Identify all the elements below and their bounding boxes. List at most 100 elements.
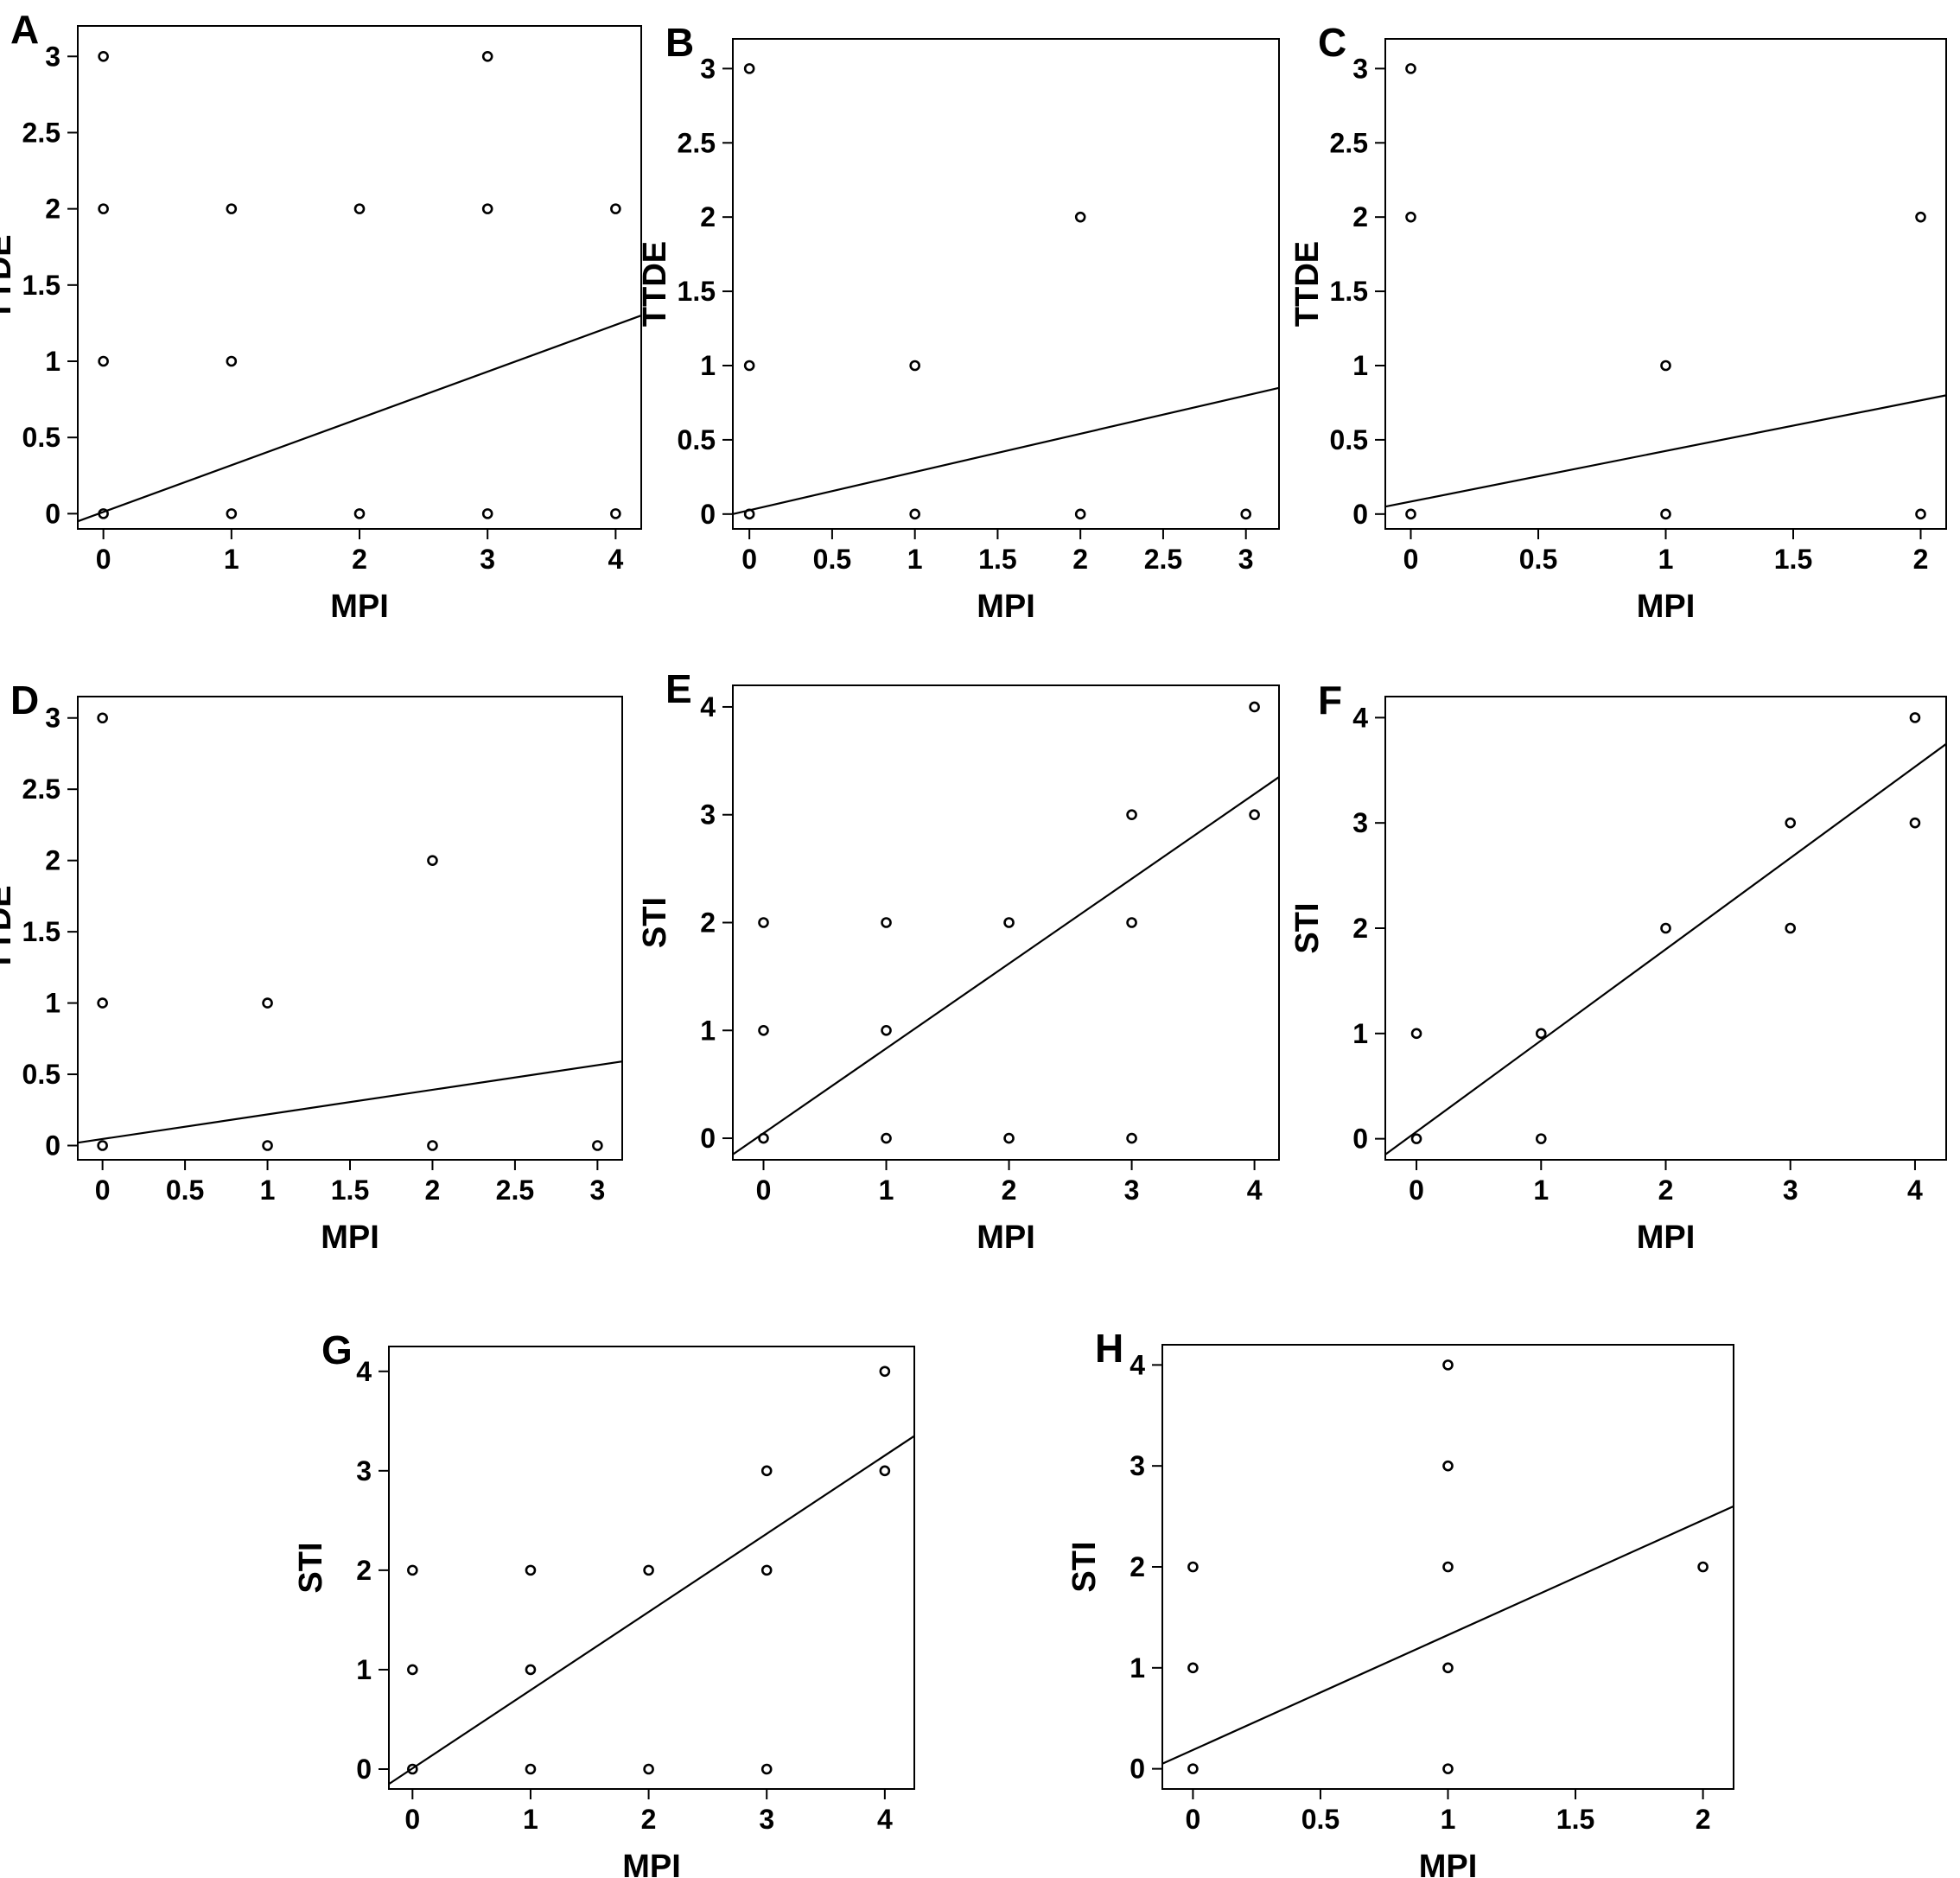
x-tick-label: 0: [95, 1175, 111, 1206]
data-point: [1535, 1028, 1547, 1040]
y-tick-label: 0: [1352, 499, 1368, 530]
data-point: [226, 508, 238, 519]
y-tick-label: 1: [700, 1015, 716, 1046]
data-point: [1410, 1133, 1422, 1144]
data-point: [1126, 917, 1137, 928]
y-axis-label: TTDE: [1289, 241, 1326, 327]
x-tick-label: 0: [741, 544, 757, 575]
x-tick-label: 2: [352, 544, 367, 575]
panel-letter: A: [10, 7, 39, 52]
y-tick-label: 1: [1130, 1652, 1145, 1684]
data-point: [1187, 1561, 1199, 1573]
x-tick-label: 1.5: [331, 1175, 369, 1206]
data-point: [1074, 508, 1086, 520]
y-tick-label: 0: [356, 1754, 372, 1785]
data-point: [1405, 63, 1416, 74]
x-tick-label: 1: [1658, 544, 1674, 575]
data-point: [525, 1564, 537, 1576]
y-tick-label: 1: [45, 346, 60, 377]
data-point: [353, 203, 366, 214]
panel-letter: H: [1095, 1326, 1123, 1371]
y-tick-label: 4: [700, 691, 716, 723]
data-point: [881, 917, 892, 928]
x-tick-label: 1: [260, 1175, 276, 1206]
x-tick-label: 1.5: [1774, 544, 1812, 575]
x-tick-label: 0: [96, 544, 111, 575]
y-axis-label: STI: [1289, 902, 1326, 953]
plot-frame: [77, 696, 623, 1161]
panel-B: B 0 0.5 1 1.5 2 2.5 3 0 0.5 1 1.5 2 2.5 3 MPI TTDE: [637, 20, 1280, 625]
data-point: [1003, 917, 1015, 928]
data-point: [481, 203, 493, 214]
y-tick-label: 1.5: [1330, 276, 1368, 307]
y-axis-label: STI: [1066, 1541, 1103, 1592]
x-axis-label: MPI: [321, 1219, 379, 1256]
y-tick-label: 3: [45, 41, 60, 72]
data-point: [1249, 809, 1260, 821]
data-point: [98, 203, 109, 214]
y-tick-label: 2: [356, 1555, 372, 1586]
data-point: [909, 360, 920, 372]
y-tick-label: 3: [1352, 53, 1368, 84]
data-point: [98, 50, 109, 62]
data-point: [98, 355, 109, 367]
data-point: [1187, 1662, 1199, 1674]
x-axis-label: MPI: [1637, 589, 1696, 625]
data-point: [97, 997, 108, 1009]
regression-line: [1384, 742, 1947, 1155]
y-tick-label: 0: [45, 498, 60, 529]
regression-line: [1161, 1505, 1734, 1765]
x-tick-label: 0.5: [1519, 544, 1557, 575]
y-tick-label: 2: [1352, 201, 1368, 232]
regression-line: [388, 1435, 915, 1786]
y-axis-label: STI: [637, 897, 673, 948]
data-point: [743, 63, 755, 74]
x-tick-label: 1: [224, 544, 239, 575]
panel-letter: B: [665, 20, 694, 65]
x-tick-label: 2: [641, 1804, 657, 1835]
y-tick-label: 1: [1352, 1018, 1368, 1049]
data-point: [1074, 211, 1086, 223]
panel-C: C 0 0.5 1 1.5 2 0 0.5 1 1.5 2 2.5 3 MPI TTDE: [1289, 20, 1947, 625]
data-point: [1405, 508, 1416, 520]
data-point: [1535, 1133, 1547, 1144]
data-point: [1660, 360, 1671, 372]
x-tick-label: 1: [907, 544, 923, 575]
data-point: [226, 355, 238, 367]
data-point: [1240, 508, 1251, 520]
x-tick-label: 1: [1441, 1804, 1456, 1835]
y-tick-label: 3: [700, 53, 716, 84]
plot-frame: [1384, 38, 1947, 530]
x-axis-label: MPI: [330, 589, 389, 625]
y-tick-label: 1.5: [22, 270, 60, 301]
x-axis-label: MPI: [1419, 1849, 1478, 1878]
y-tick-label: 2.5: [22, 117, 60, 148]
data-point: [909, 508, 920, 520]
data-point: [1126, 809, 1137, 821]
data-point: [97, 712, 108, 724]
data-point: [610, 203, 621, 214]
x-tick-label: 0: [1409, 1175, 1424, 1206]
x-axis-label: MPI: [977, 589, 1035, 625]
data-point: [881, 1024, 892, 1036]
x-tick-label: 2: [1072, 544, 1088, 575]
x-tick-label: 1: [1533, 1175, 1549, 1206]
data-point: [879, 1366, 891, 1378]
y-tick-label: 2: [1352, 913, 1368, 944]
x-tick-label: 3: [759, 1804, 774, 1835]
data-point: [1126, 1132, 1137, 1144]
data-point: [525, 1763, 537, 1775]
y-tick-label: 2.5: [1330, 127, 1368, 158]
x-axis-label: MPI: [1637, 1219, 1696, 1256]
data-point: [1249, 701, 1260, 713]
data-point: [407, 1664, 418, 1676]
panel-E: E 0 1 2 3 4 0 1 2 3 4 MPI STI: [637, 666, 1280, 1256]
x-tick-label: 2.5: [1144, 544, 1182, 575]
data-point: [97, 1140, 108, 1151]
y-tick-label: 4: [356, 1356, 372, 1387]
y-tick-label: 4: [1130, 1349, 1145, 1380]
data-point: [1442, 1763, 1454, 1774]
x-tick-label: 2.5: [496, 1175, 534, 1206]
x-tick-label: 0: [404, 1804, 420, 1835]
data-point: [1909, 817, 1921, 829]
